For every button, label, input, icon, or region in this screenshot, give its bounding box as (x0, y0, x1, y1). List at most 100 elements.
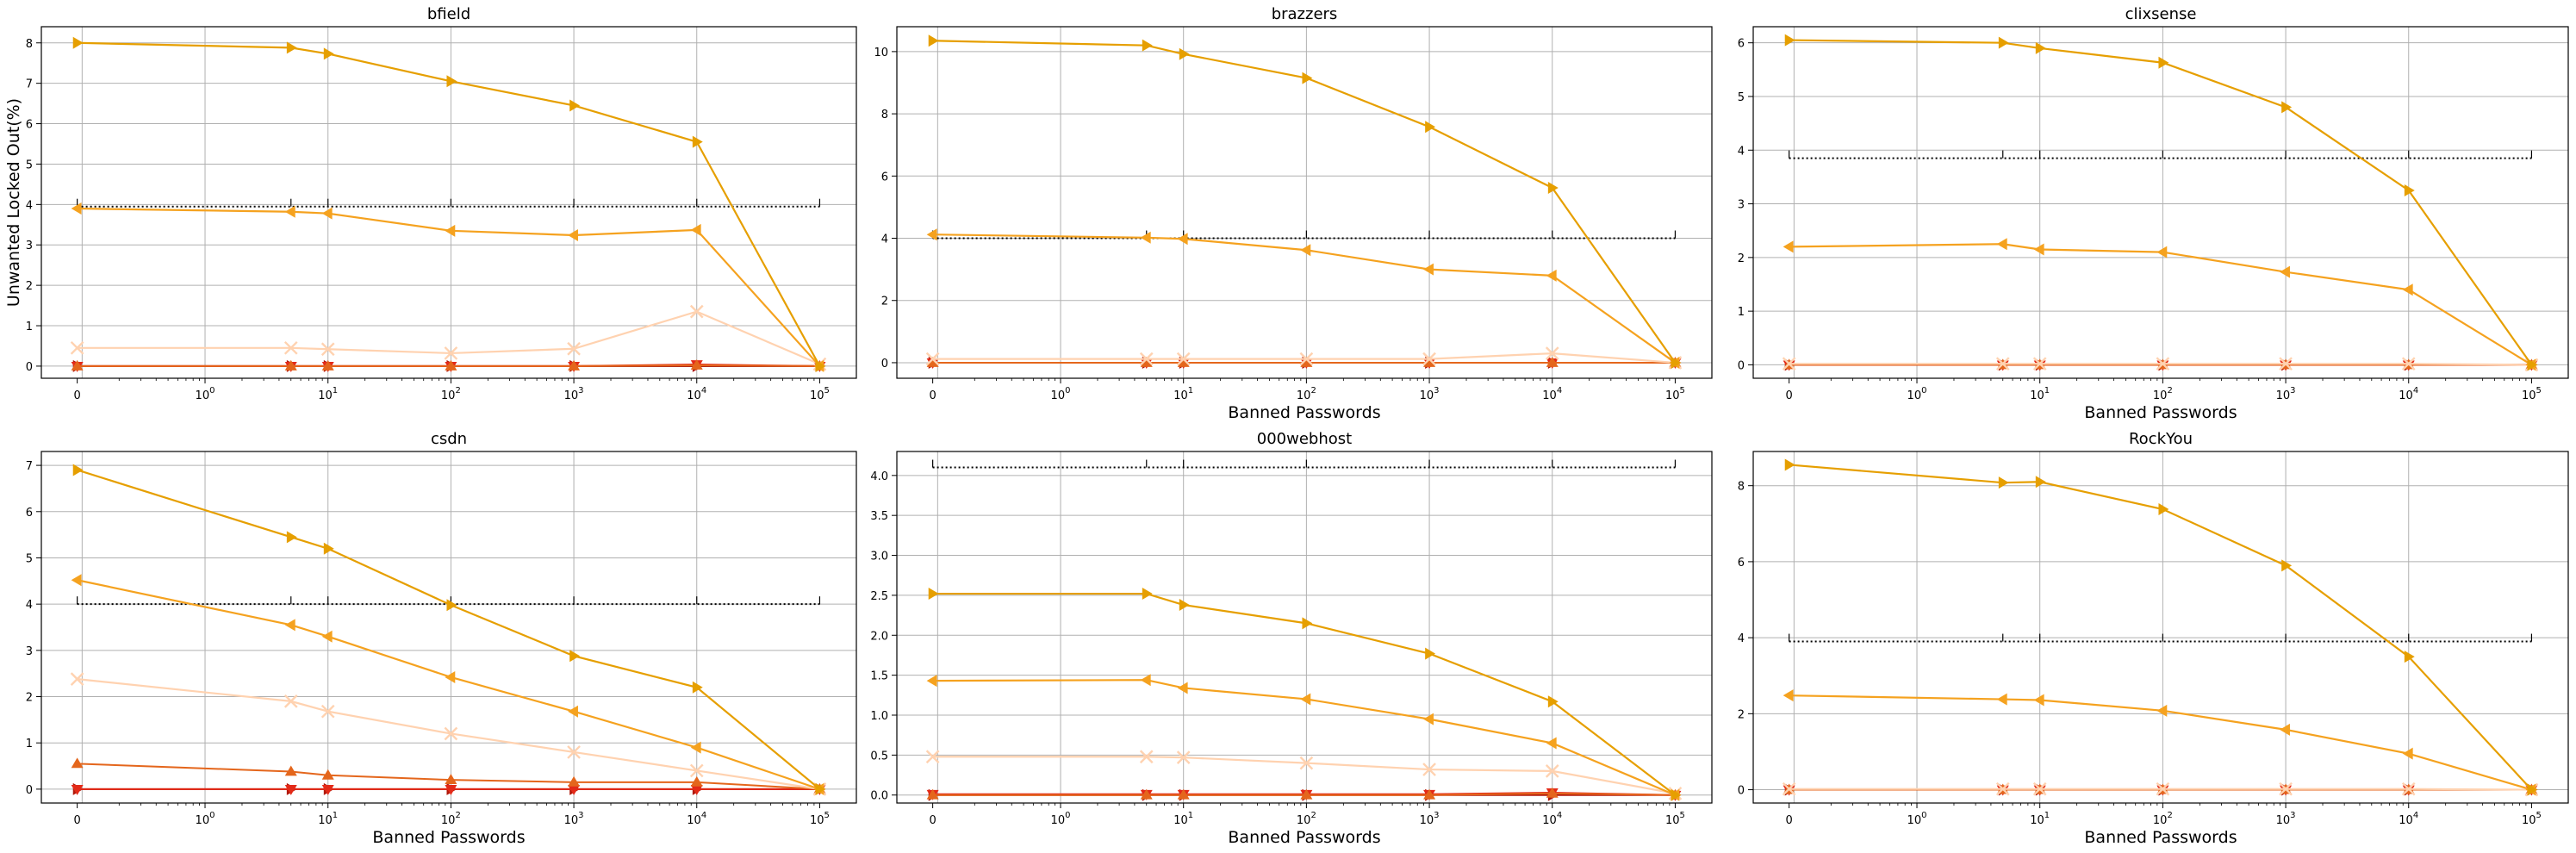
data-point-1 (1671, 356, 1682, 369)
data-point-3 (2032, 781, 2047, 796)
panel-title: clixsense (2125, 5, 2197, 23)
data-point-2 (690, 223, 701, 236)
data-point-4 (284, 765, 297, 776)
data-point-4 (1300, 356, 1313, 367)
y-tick-label: 10 (874, 47, 888, 59)
series-line-2 (1789, 243, 2533, 366)
data-point-2 (1300, 693, 1311, 706)
data-point-5 (568, 784, 581, 795)
data-point-1 (1784, 34, 1795, 47)
data-point-1 (2281, 559, 2293, 572)
series-line-3 (1789, 788, 2532, 791)
axes-frame (1752, 26, 2569, 379)
data-point-3 (1176, 750, 1191, 764)
data-point-3 (1995, 357, 2010, 371)
data-point-2 (2402, 747, 2413, 760)
data-point-3 (1139, 750, 1154, 764)
data-point-1 (1425, 121, 1436, 134)
x-tick-label: 100 (1051, 811, 1071, 827)
y-tick-label: 8 (881, 109, 888, 121)
data-point-1 (72, 464, 84, 476)
data-point-3 (70, 672, 84, 686)
y-tick-label: 6 (1738, 38, 1745, 51)
x-tick-label: 101 (1173, 811, 1193, 827)
data-point-3 (283, 340, 298, 355)
data-point-4 (1140, 788, 1153, 800)
data-point-1 (1142, 39, 1153, 52)
data-point-1 (1671, 788, 1682, 801)
data-point-3 (1299, 756, 1314, 770)
x-tick-label: 104 (687, 811, 706, 827)
data-point-2 (2280, 265, 2290, 278)
data-point-2 (926, 675, 937, 688)
panel-brazzers: 0 100 101 102 103 104 105 0 2 4 6 8 10 brazzers Banned… (874, 5, 1713, 422)
series-line-2 (77, 579, 820, 790)
data-point-4 (71, 757, 84, 769)
data-point-3 (689, 304, 704, 319)
data-point-2 (2402, 283, 2413, 296)
panel-title: RockYou (2129, 430, 2193, 448)
data-point-1 (928, 34, 939, 47)
data-point-3 (1545, 764, 1559, 778)
panel-000webhost: 0 100 101 102 103 104 105 0.0 0.5 1.0 1.5 2.0 2.5 3.0… (870, 430, 1713, 847)
data-point-1 (815, 359, 826, 372)
data-point-4 (321, 769, 334, 780)
data-point-4 (1423, 356, 1436, 367)
data-point-1 (1179, 599, 1190, 612)
data-point-1 (1179, 47, 1190, 60)
data-point-2 (71, 574, 82, 587)
x-tick-label: 105 (1665, 811, 1685, 827)
data-point-1 (2035, 476, 2046, 489)
data-point-3 (925, 750, 940, 764)
y-tick-label: 2 (1738, 708, 1745, 721)
data-point-2 (568, 705, 578, 718)
data-point-4 (445, 359, 457, 370)
y-tick-label: 6 (26, 119, 33, 132)
x-axis-label: Banned Passwords (1228, 828, 1380, 847)
series-line-1 (1789, 39, 2533, 366)
x-tick-label: 103 (1420, 386, 1440, 402)
data-point-3 (320, 704, 335, 719)
y-tick-label: 6 (1738, 557, 1745, 570)
data-point-4 (71, 359, 84, 370)
series-line-2 (932, 233, 1677, 364)
data-point-2 (926, 228, 937, 241)
data-point-2 (445, 670, 456, 683)
data-point-3 (1782, 781, 1796, 796)
x-tick-label: 103 (564, 386, 584, 402)
data-point-2 (1140, 674, 1151, 687)
x-tick-label: 100 (196, 811, 215, 827)
panel-title: bfield (427, 5, 470, 23)
data-point-2 (284, 205, 296, 218)
data-point-4 (690, 775, 703, 787)
x-tick-label: 101 (2030, 386, 2050, 402)
data-point-4 (926, 788, 939, 800)
y-tick-label: 0 (26, 784, 33, 797)
data-point-2 (1423, 263, 1434, 276)
panel-RockYou: 0 100 101 102 103 104 105 0 2 4 6 8 RockYou Banned Pa… (1738, 430, 2569, 847)
axes-frame (896, 451, 1713, 804)
data-point-4 (926, 356, 939, 367)
y-tick-label: 4 (26, 599, 33, 612)
data-point-2 (1783, 240, 1794, 253)
data-point-2 (2156, 704, 2168, 717)
y-tick-label: 0 (1738, 359, 1745, 372)
y-tick-label: 1 (26, 738, 33, 750)
y-tick-label: 5 (26, 159, 33, 171)
data-point-1 (2404, 184, 2415, 196)
data-point-1 (1998, 36, 2009, 49)
axes-frame (40, 451, 857, 804)
data-point-1 (2527, 358, 2538, 371)
data-point-3 (689, 763, 704, 778)
x-tick-label: 104 (2399, 386, 2418, 402)
data-point-2 (321, 630, 333, 643)
data-point-3 (444, 726, 458, 741)
x-tick-label: 0 (1785, 389, 1792, 402)
data-point-5 (71, 784, 84, 795)
series-line-3 (932, 756, 1676, 794)
data-point-3 (1995, 781, 2010, 796)
y-tick-label: 4 (1738, 632, 1745, 645)
data-point-2 (1996, 238, 2007, 251)
data-point-1 (1302, 72, 1313, 84)
axes-frame (40, 26, 857, 379)
